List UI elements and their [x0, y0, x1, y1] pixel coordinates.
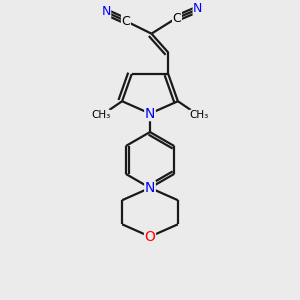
Text: N: N: [145, 106, 155, 121]
Text: C: C: [122, 14, 130, 28]
Text: CH₃: CH₃: [189, 110, 209, 120]
Text: N: N: [101, 5, 111, 18]
Text: N: N: [145, 181, 155, 195]
Text: N: N: [193, 2, 203, 15]
Text: C: C: [172, 12, 182, 25]
Text: CH₃: CH₃: [91, 110, 111, 120]
Text: O: O: [145, 230, 155, 244]
